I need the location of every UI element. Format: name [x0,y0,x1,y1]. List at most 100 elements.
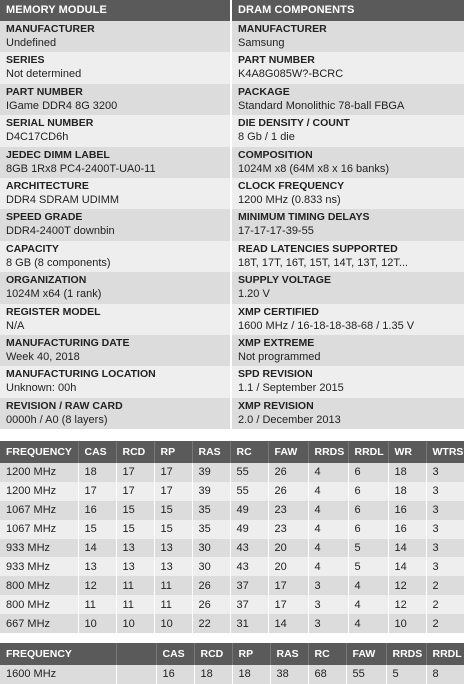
table-cell: 20 [268,538,309,558]
field-label: REVISION / RAW CARD [6,399,123,412]
field-value: 18T, 17T, 16T, 15T, 14T, 13T, 12T... [238,256,408,269]
right-field-xmp-certified: XMP CERTIFIED 1600 MHz / 16-18-18-38-68 /… [232,303,464,335]
table-cell: 13 [154,538,193,558]
field-label: MANUFACTURER [238,23,327,35]
xmp-header-row: FREQUENCY CAS RCD RP RAS RC FAW RRDS RRDL [0,643,464,666]
table-cell: 17 [268,576,309,596]
table-cell: 55 [346,665,387,684]
table-cell: 1067 MHz [0,500,79,520]
field-value: 2.0 / December 2013 [238,413,341,426]
right-field-xmp-revision: XMP REVISION 2.0 / December 2013 [232,397,464,430]
column-header-rc: RC [230,441,269,463]
jedec-header-row: FREQUENCY CAS RCD RP RAS RC FAW RRDS RRDL WR WTRS [0,441,464,463]
table-cell: 17 [116,481,155,501]
table-cell: 3 [426,557,464,577]
table-cell: 4 [308,519,349,539]
table-cell: 10 [78,614,117,634]
table-cell: 17 [154,463,193,482]
table-cell: 4 [308,500,349,520]
table-cell: 11 [154,595,193,615]
table-cell: 5 [348,538,389,558]
column-header-rrdl: RRDL [426,643,464,666]
column-header-rcd: RCD [194,643,233,666]
field-label: XMP REVISION [238,399,314,412]
column-header-rp: RP [232,643,271,666]
table-cell: 18 [78,463,117,482]
table-cell: 5 [348,557,389,577]
table-cell: 4 [308,538,349,558]
table-cell: 26 [192,576,231,596]
field-label: ARCHITECTURE [6,179,89,192]
field-label: COMPOSITION [238,148,313,161]
table-cell: 16 [388,519,427,539]
field-value: IGame DDR4 8G 3200 [6,99,118,112]
field-value: Not determined [6,68,82,81]
memory-module-panel: MEMORY MODULE MANUFACTURER Undefined SERIE… [0,0,232,441]
field-label: MANUFACTURING DATE [6,336,130,349]
table-cell: 13 [116,557,155,577]
table-cell: 6 [348,500,389,520]
table-cell: 35 [192,500,231,520]
table-cell: 3 [426,538,464,558]
column-header-cas: CAS [78,441,117,463]
column-header-rrds: RRDS [386,643,427,666]
field-value: 1200 MHz (0.833 ns) [238,193,341,206]
left-field-series: SERIES Not determined [0,52,230,84]
table-cell: 14 [268,614,309,634]
field-value: Unknown: 00h [6,382,77,395]
left-field-part-number: PART NUMBER IGame DDR4 8G 3200 [0,83,230,116]
left-field-architecture: ARCHITECTURE DDR4 SDRAM UDIMM [0,177,230,210]
info-panels: MEMORY MODULE MANUFACTURER Undefined SERIE… [0,0,464,441]
dram-components-panel: DRAM COMPONENTS MANUFACTURER Samsung PART … [232,0,464,441]
table-row: 1200 MHz 17 17 17 39 55 26 4 6 18 3 [0,481,464,501]
table-cell: 3 [426,519,464,539]
table-cell: 10 [154,614,193,634]
table-cell: 4 [348,595,389,615]
right-field-die-density-count: DIE DENSITY / COUNT 8 Gb / 1 die [232,115,464,147]
table-row: 1067 MHz 16 15 15 35 49 23 4 6 16 3 [0,500,464,520]
table-gap [0,633,464,644]
field-value: 1024M x64 (1 rank) [6,288,102,301]
right-field-part-number: PART NUMBER K4A8G085W?-BCRC [232,52,464,84]
table-cell: 31 [230,614,269,634]
column-header-faw: FAW [268,441,309,463]
xmp-timings-table: FREQUENCY CAS RCD RP RAS RC FAW RRDS RRDL 1600 M… [0,643,464,684]
right-field-spd-revision: SPD REVISION 1.1 / September 2015 [232,366,464,398]
table-cell: 11 [116,576,155,596]
field-value: D4C17CD6h [6,131,69,144]
table-cell: 1200 MHz [0,463,79,482]
field-value: Undefined [6,37,57,49]
right-field-package: PACKAGE Standard Monolithic 78-ball FBGA [232,83,464,116]
table-row: 933 MHz 14 13 13 30 43 20 4 5 14 3 [0,538,464,558]
table-cell: 18 [388,481,427,501]
table-cell: 667 MHz [0,614,79,634]
table-cell: 3 [426,500,464,520]
table-cell: 20 [268,557,309,577]
table-cell: 3 [426,481,464,501]
table-cell: 12 [388,595,427,615]
left-field-speed-grade: SPEED GRADE DDR4-2400T downbin [0,209,230,241]
field-label: MANUFACTURING LOCATION [6,368,156,381]
table-cell: 13 [78,557,117,577]
right-field-minimum-timing-delays: MINIMUM TIMING DELAYS 17-17-17-39-55 [232,209,464,241]
table-cell: 18 [388,463,427,482]
column-header-rcd: RCD [116,441,155,463]
field-value: 8GB 1Rx8 PC4-2400T-UA0-11 [6,162,156,175]
field-value: K4A8G085W?-BCRC [238,68,344,81]
table-cell: 3 [308,595,349,615]
left-field-capacity: CAPACITY 8 GB (8 components) [0,240,230,273]
field-label: MINIMUM TIMING DELAYS [238,211,370,224]
table-cell: 5 [386,665,427,684]
table-cell: 933 MHz [0,538,79,558]
field-label: SPEED GRADE [6,211,83,224]
field-label: SERIES [6,54,45,67]
table-cell: 4 [308,557,349,577]
table-cell: 12 [78,576,117,596]
field-value: Week 40, 2018 [6,350,80,363]
left-field-manufacturing-date: MANUFACTURING DATE Week 40, 2018 [0,334,230,367]
table-cell: 14 [388,538,427,558]
field-label: PART NUMBER [6,85,83,98]
table-cell: 8 [426,665,464,684]
table-cell: 933 MHz [0,557,79,577]
